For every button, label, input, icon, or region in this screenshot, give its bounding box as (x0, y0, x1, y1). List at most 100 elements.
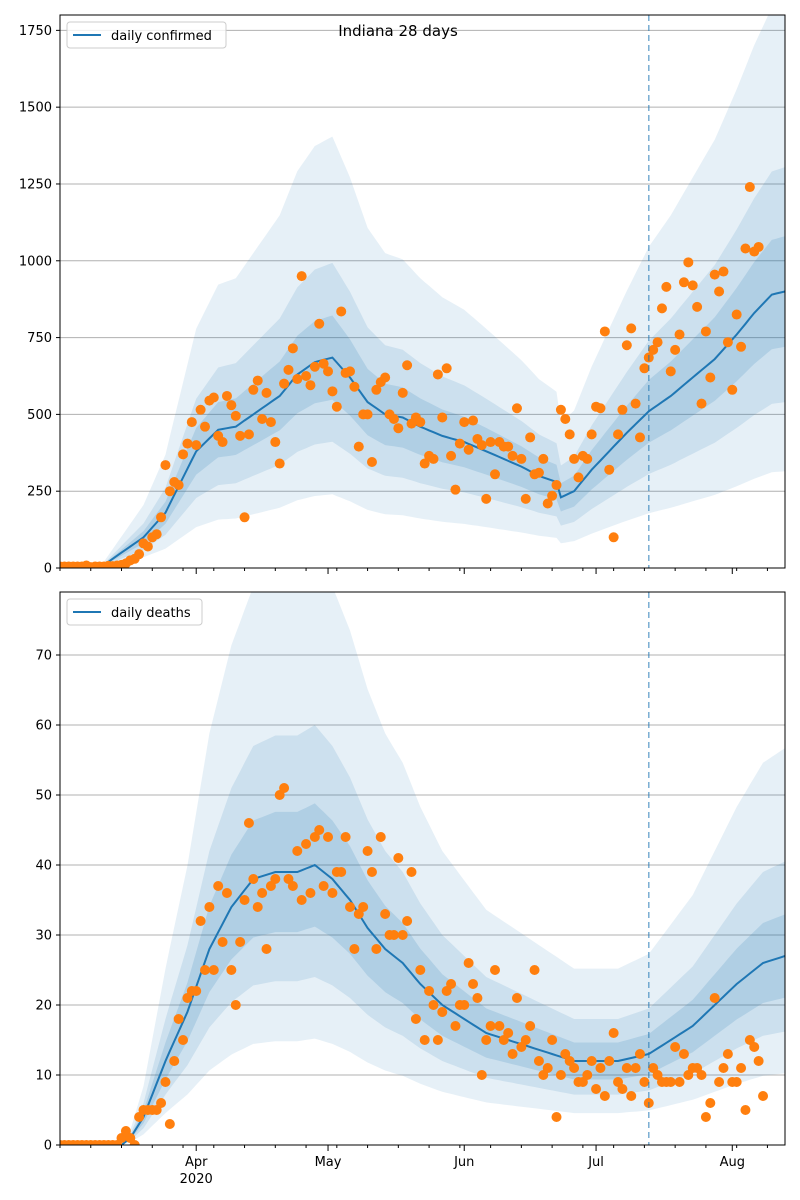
data-point (164, 1119, 175, 1129)
data-point (257, 888, 268, 898)
data-point (164, 486, 175, 497)
data-point (349, 381, 360, 392)
data-point (406, 867, 417, 877)
data-point (630, 398, 641, 409)
data-point (380, 909, 391, 919)
y-tick-label: 0 (44, 1139, 52, 1154)
data-point (393, 423, 404, 434)
data-point (718, 1063, 729, 1073)
data-point (665, 366, 676, 377)
y-tick-label: 250 (27, 485, 52, 500)
data-point (182, 438, 193, 449)
data-point (450, 1021, 461, 1031)
data-point (547, 490, 558, 501)
data-point (226, 400, 237, 411)
data-point (573, 472, 584, 483)
uncertainty-band-middle (60, 167, 785, 568)
data-point (731, 1077, 742, 1087)
data-point (511, 993, 522, 1003)
data-point (366, 867, 377, 877)
confirmed-panel: 0 250 500 750 1000 1250 1500 1750 daily confirme… (19, 14, 786, 577)
data-point (134, 549, 145, 560)
data-point (301, 839, 312, 849)
data-point (547, 1035, 558, 1045)
data-point (604, 1056, 615, 1066)
data-point (292, 374, 303, 385)
data-point (235, 937, 246, 947)
data-point (687, 280, 698, 291)
data-point (309, 361, 320, 372)
data-point (520, 493, 531, 504)
data-point (296, 271, 307, 282)
data-point (551, 1112, 562, 1122)
axes-frame (59, 14, 786, 569)
x-tick-label: May (315, 1155, 342, 1170)
data-point (252, 902, 263, 912)
data-point (156, 1098, 167, 1108)
data-point (314, 318, 325, 329)
data-point (340, 832, 351, 842)
data-point (287, 881, 298, 891)
data-point (424, 986, 435, 996)
data-point (485, 1021, 496, 1031)
data-point (736, 1063, 747, 1073)
data-point (323, 832, 334, 842)
data-point (410, 1014, 421, 1024)
data-point (446, 450, 457, 461)
data-point (529, 965, 540, 975)
x-tick-label: Jul (587, 1155, 604, 1170)
data-point (415, 965, 426, 975)
data-point (239, 895, 250, 905)
data-point (626, 1091, 637, 1101)
legend-label: daily confirmed (111, 29, 212, 44)
data-point (204, 902, 215, 912)
data-point (419, 1035, 430, 1045)
uncertainty-band-middle (60, 725, 785, 1145)
data-point (221, 888, 232, 898)
data-point (731, 309, 742, 320)
data-point (296, 895, 307, 905)
data-point (226, 965, 237, 975)
data-point (186, 417, 197, 428)
data-point (274, 458, 285, 469)
data-point (758, 1091, 769, 1101)
data-point (670, 344, 681, 355)
data-point (345, 902, 355, 912)
data-point (670, 1042, 681, 1052)
data-point (248, 874, 259, 884)
data-point (432, 369, 443, 380)
data-point (722, 1049, 733, 1059)
data-point (129, 1140, 140, 1145)
data-point (626, 323, 637, 334)
data-point (235, 430, 246, 441)
data-point (428, 1000, 439, 1010)
data-point (569, 1063, 580, 1073)
data-point (714, 286, 725, 297)
data-point (507, 450, 518, 461)
data-point (736, 341, 747, 352)
data-point (639, 1077, 650, 1087)
data-point (432, 1035, 443, 1045)
data-point (301, 370, 312, 381)
x-tick-sublabel: 2020 (180, 1172, 213, 1187)
data-point (665, 1077, 676, 1087)
data-point (243, 429, 254, 440)
data-point (555, 404, 566, 415)
data-point (305, 380, 316, 391)
data-point (415, 417, 426, 428)
data-point (195, 916, 206, 926)
data-point (336, 867, 347, 877)
data-point (208, 965, 219, 975)
data-point (591, 1084, 602, 1094)
data-point (714, 1077, 725, 1087)
data-point (292, 846, 303, 856)
data-point (683, 257, 694, 268)
data-point (388, 930, 399, 940)
data-point (604, 464, 615, 475)
data-point (173, 480, 184, 491)
y-tick-label: 500 (27, 408, 52, 423)
data-point (388, 413, 399, 424)
data-point (393, 853, 404, 863)
data-point (358, 902, 369, 912)
plot-area (60, 15, 785, 568)
